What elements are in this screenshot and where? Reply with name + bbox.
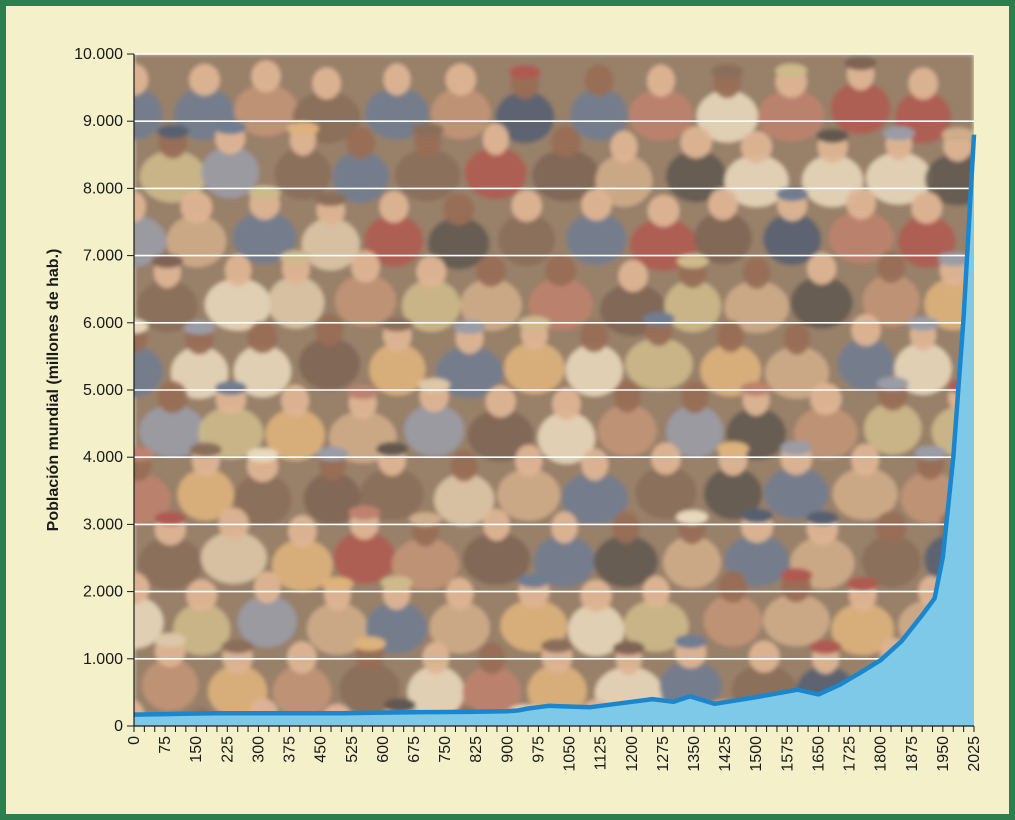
x-tick-label: 300 [250, 736, 267, 763]
x-tick-label: 1425 [717, 736, 734, 772]
population-line [133, 134, 977, 717]
x-tick-label: 900 [499, 736, 516, 763]
y-tick-label: 4.000 [83, 449, 123, 466]
y-tick-label: 5.000 [83, 382, 123, 399]
x-tick-label: 1200 [624, 736, 641, 772]
x-tick-label: 225 [219, 736, 236, 763]
y-axis-label: Población mundial (millones de hab.) [45, 249, 62, 532]
x-tick-label: 0 [126, 736, 143, 745]
x-tick-label: 1125 [593, 736, 610, 771]
x-tick-label: 1875 [904, 736, 921, 772]
y-tick-label: 8.000 [83, 180, 123, 197]
x-tick-label: 600 [375, 736, 392, 763]
x-tick-label: 1050 [562, 736, 579, 772]
y-tick-label: 3.000 [83, 516, 123, 533]
y-tick-label: 1.000 [83, 651, 123, 668]
x-tick-label: 375 [282, 736, 299, 763]
x-tick-label: 1650 [810, 736, 827, 772]
y-tick-label: 6.000 [83, 315, 123, 332]
population-chart: 0 1.000 2.000 3.000 4.000 5.000 6.000 7.000 8.00… [45, 46, 983, 772]
x-tick-label: 1725 [842, 736, 859, 772]
x-tick-label: 675 [406, 736, 423, 763]
x-tick-label: 1350 [686, 736, 703, 772]
x-tick-label: 150 [188, 736, 205, 763]
gridlines [134, 53, 974, 660]
y-axis-ticks: 0 1.000 2.000 3.000 4.000 5.000 6.000 7.000 8.00… [74, 46, 134, 735]
x-tick-label: 1275 [655, 736, 672, 772]
x-tick-label: 825 [468, 736, 485, 763]
population-area [134, 134, 974, 727]
y-tick-label: 7.000 [83, 248, 123, 265]
x-tick-label: 1575 [779, 736, 796, 772]
y-tick-label: 0 [114, 718, 123, 735]
x-tick-label: 750 [437, 736, 454, 763]
x-axis-ticks: 0 75 150 225 300 375 450 525 600 675 750 825 900 975 1… [126, 726, 983, 772]
y-tick-label: 2.000 [83, 584, 123, 601]
x-tick-label: 2025 [966, 736, 983, 772]
y-tick-label: 10.000 [74, 46, 123, 63]
x-tick-label: 525 [344, 736, 361, 763]
x-tick-label: 1950 [935, 736, 952, 772]
x-tick-label: 1800 [873, 736, 890, 772]
x-tick-label: 1500 [748, 736, 765, 772]
y-tick-label: 9.000 [83, 113, 123, 130]
x-tick-label: 75 [157, 736, 174, 754]
x-tick-label: 450 [313, 736, 330, 763]
x-tick-label: 975 [530, 736, 547, 763]
